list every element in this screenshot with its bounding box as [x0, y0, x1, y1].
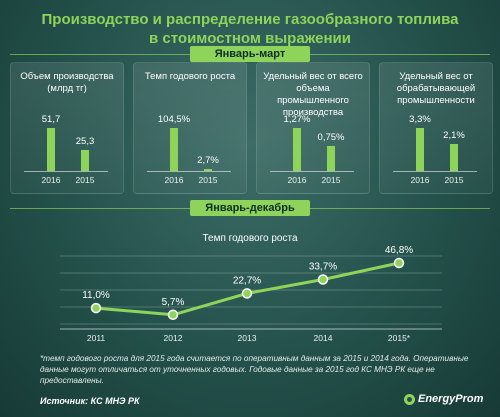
- data-label: 33,7%: [309, 262, 337, 273]
- bar-panel-1: Объем производства (млрд тг): [10, 62, 124, 194]
- bar-panel-label: Объем производства (млрд тг): [20, 71, 114, 94]
- energyprom-logo-icon: [404, 394, 415, 405]
- data-label: 5,7%: [162, 297, 185, 308]
- x-tick-label: 2014: [314, 333, 333, 343]
- bar-2015: [204, 169, 212, 171]
- data-label: 11,0%: [82, 290, 110, 301]
- bar-value-label: 2,1%: [443, 130, 465, 141]
- section2-label: Январь-декабрь: [190, 200, 310, 216]
- bar-panel-axis: [147, 171, 231, 172]
- x-tick-label: 2015*: [388, 333, 411, 343]
- bar-value-label: 25,3: [75, 136, 95, 147]
- bar-year-label: 2016: [164, 175, 184, 185]
- bar-panel-label: Удельный вес от всего объема промышленно…: [263, 71, 363, 118]
- data-point-2013: [241, 288, 253, 299]
- bar-2016: [47, 128, 55, 171]
- bar-value-label: 51,7: [41, 114, 61, 125]
- data-point-2014: [317, 274, 329, 285]
- data-point-2011: [90, 302, 102, 314]
- bar-year-label: 2015: [198, 175, 218, 185]
- bar-2016: [416, 128, 424, 171]
- bar-panel-2: Темп годового роста: [133, 62, 247, 194]
- x-tick-label: 2011: [87, 333, 106, 343]
- bar-2016: [293, 128, 301, 171]
- page-title-line1: Производство и распределение газообразно…: [41, 11, 459, 28]
- bar-value-label: 104,5%: [157, 114, 191, 125]
- bar-year-label: 2015: [75, 175, 95, 185]
- bar-value-label: 2,7%: [197, 155, 219, 166]
- bar-year-label: 2015: [321, 175, 341, 185]
- bar-panel-label: Темп годового роста: [144, 71, 236, 82]
- bar-year-label: 2016: [410, 175, 430, 185]
- bar-value-label: 1,27%: [283, 114, 311, 125]
- data-point-2015*: [393, 257, 405, 269]
- bar-year-label: 2016: [287, 175, 307, 185]
- x-tick-label: 2012: [164, 333, 183, 343]
- bar-value-label: 0,75%: [317, 132, 345, 143]
- bar-value-label: 3,3%: [409, 114, 431, 125]
- bar-2016: [170, 128, 178, 171]
- source-text: Источник: КС МНЭ РК: [40, 396, 140, 406]
- bar-panel-axis: [393, 171, 477, 172]
- bar-2015: [81, 150, 89, 171]
- bar-panel-label: Удельный вес от обрабатывающей промышлен…: [396, 71, 476, 106]
- data-point-2012: [167, 309, 179, 321]
- data-label: 22,7%: [233, 275, 261, 286]
- bar-panel-4: Удельный вес от обрабатывающей промышлен…: [379, 62, 493, 194]
- data-label: 46,8%: [385, 245, 413, 256]
- bar-panel-3: Удельный вес от всего объема промышленно…: [256, 62, 370, 194]
- footnote: *темп годового роста для 2015 года счита…: [40, 354, 469, 385]
- section1-label: Январь-март: [190, 46, 310, 62]
- page-title-line2: в стоимостном выражении: [149, 30, 351, 47]
- x-tick-label: 2013: [238, 333, 257, 343]
- bar-panel-axis: [270, 171, 354, 172]
- bar-year-label: 2015: [444, 175, 464, 185]
- bar-2015: [450, 144, 458, 171]
- bar-2015: [327, 146, 335, 171]
- bar-year-label: 2016: [41, 175, 61, 185]
- bar-panel-axis: [24, 171, 108, 172]
- brand-name: EnergyProm: [418, 393, 484, 405]
- line-chart-title: Темп годового роста: [202, 233, 297, 244]
